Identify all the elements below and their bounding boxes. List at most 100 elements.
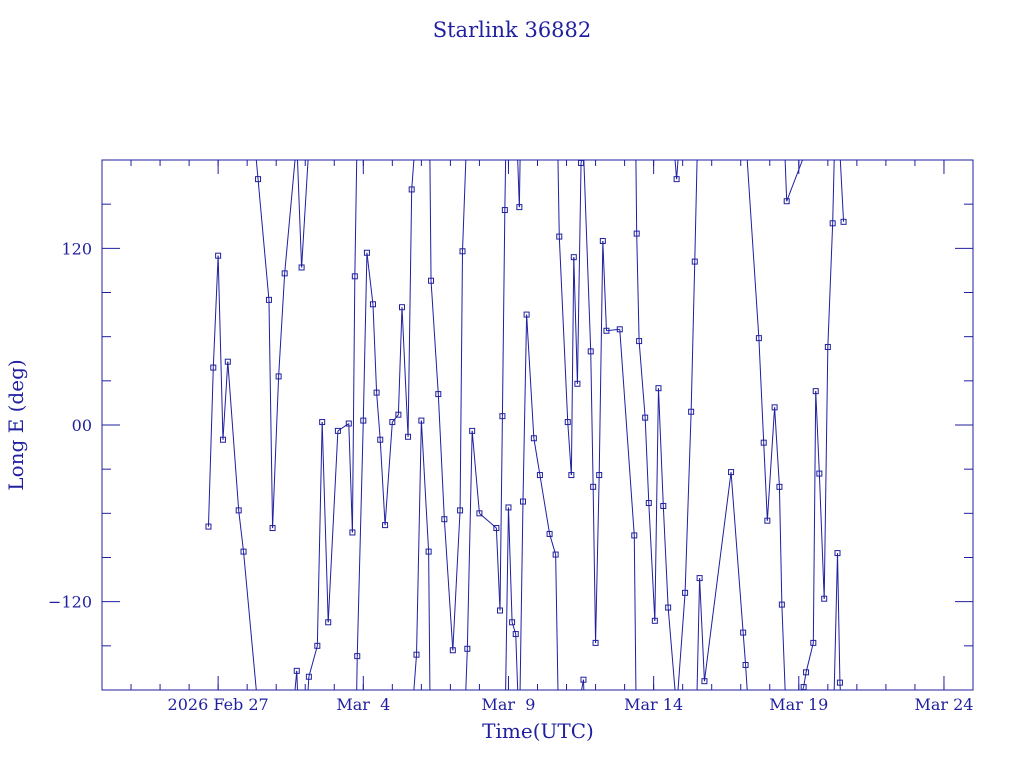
series-segment (703, 472, 732, 682)
series-segment (781, 604, 786, 690)
data-point (633, 230, 640, 237)
series-segment (420, 420, 430, 552)
data-point (800, 684, 807, 690)
data-point (360, 417, 367, 424)
data-point (616, 326, 623, 333)
series-segment (429, 160, 432, 281)
series-segment (699, 578, 705, 682)
series-segment (284, 160, 296, 274)
data-point (240, 548, 247, 555)
data-point (696, 575, 703, 582)
series-segment (501, 210, 506, 417)
series-segment (337, 423, 350, 432)
data-point (210, 364, 217, 371)
series-segment (356, 656, 358, 690)
series-segment (238, 510, 245, 552)
data-point (740, 629, 747, 636)
data-point (829, 220, 836, 227)
series-segment (430, 280, 439, 395)
data-point (265, 296, 272, 303)
series-segment (786, 160, 803, 202)
series-segment (499, 416, 503, 611)
data-point (464, 645, 471, 652)
data-point (408, 186, 415, 193)
data-point (449, 647, 456, 654)
series-segment (567, 422, 572, 476)
series-segment (805, 642, 814, 673)
series-segment (379, 439, 386, 526)
data-point (269, 525, 276, 532)
series-segment (511, 622, 517, 635)
series-segment (818, 473, 825, 599)
data-point (556, 233, 563, 240)
data-point (351, 273, 358, 280)
series-segment (207, 367, 214, 527)
series-segment (549, 533, 557, 555)
data-point (476, 510, 483, 517)
data-point (821, 595, 828, 602)
data-point (509, 619, 516, 626)
series-segment (823, 346, 829, 599)
x-tick-label: Mar 9 (482, 695, 536, 714)
series-segment (296, 670, 298, 690)
series-segment (837, 553, 841, 683)
series-segment (459, 251, 463, 511)
data-point (840, 218, 847, 225)
series-segment (391, 414, 399, 423)
series-segment (598, 240, 604, 476)
data-point (428, 277, 435, 284)
data-point (235, 507, 242, 514)
series-segment (416, 420, 422, 655)
series-segment (667, 607, 676, 690)
data-point (224, 358, 231, 365)
data-point (816, 470, 823, 477)
series-segment (730, 472, 744, 633)
data-point (205, 523, 212, 530)
data-point (325, 619, 332, 626)
series-segment (832, 160, 835, 224)
series-segment (778, 486, 783, 605)
data-point (574, 380, 581, 387)
series-segment (573, 257, 578, 384)
series-segment (222, 361, 229, 440)
series-segment (505, 507, 509, 690)
series-segment (774, 407, 780, 487)
series-segment (557, 160, 560, 237)
series-segment (227, 361, 240, 511)
data-point (523, 311, 530, 318)
data-point (215, 252, 222, 259)
series-segment (466, 430, 473, 649)
series-segment (519, 501, 524, 690)
data-point (405, 433, 412, 440)
data-point (771, 404, 778, 411)
data-point (665, 604, 672, 611)
data-point (505, 504, 512, 511)
series-segment (307, 676, 310, 690)
data-point (755, 335, 762, 342)
data-point (219, 436, 226, 443)
series-segment (606, 328, 620, 332)
data-point (319, 419, 326, 426)
series-segment (644, 417, 650, 504)
data-point (570, 254, 577, 261)
series-segment (411, 160, 415, 190)
series-segment (763, 442, 768, 521)
series-segment (539, 474, 551, 535)
data-point (512, 631, 519, 638)
data-point (305, 673, 312, 680)
series-segment (827, 223, 834, 347)
series-segment (518, 160, 521, 208)
y-tick-labels: 120 00 −120 (48, 239, 92, 611)
data-point (354, 653, 361, 660)
data-point (373, 389, 380, 396)
data-point (389, 419, 396, 426)
series-segment (354, 160, 358, 277)
series-segment (443, 519, 454, 651)
series-segment (495, 528, 501, 611)
data-point (499, 413, 506, 420)
data-point (578, 160, 585, 166)
series-segment (648, 503, 656, 621)
series-segment (257, 179, 270, 300)
series-segment (533, 438, 541, 476)
data-point (599, 237, 606, 244)
